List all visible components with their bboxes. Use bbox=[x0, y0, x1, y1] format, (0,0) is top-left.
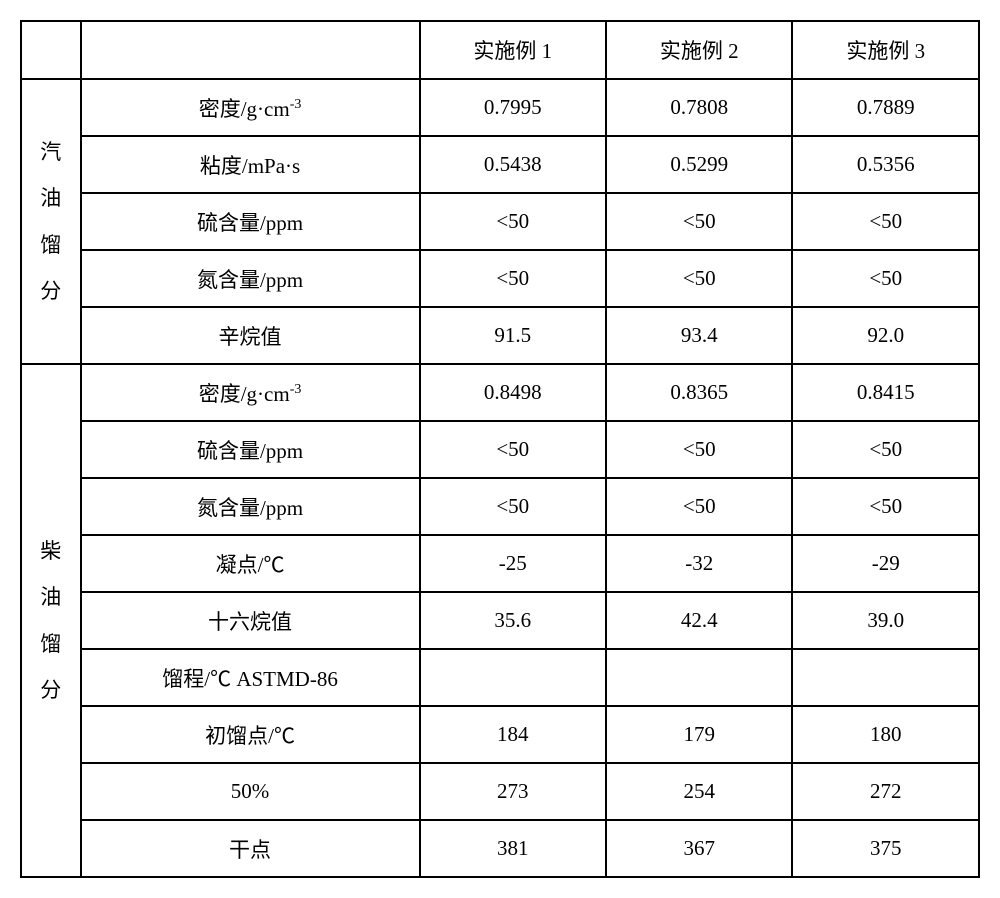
category-diesel: 柴 油 馏 分 bbox=[21, 364, 81, 877]
value-cell: 93.4 bbox=[606, 307, 792, 364]
cat-char: 馏 bbox=[40, 222, 61, 268]
table-row: 初馏点/℃ 184 179 180 bbox=[21, 706, 979, 763]
param-cell: 硫含量/ppm bbox=[81, 193, 420, 250]
param-cell: 氮含量/ppm bbox=[81, 250, 420, 307]
param-cell: 初馏点/℃ bbox=[81, 706, 420, 763]
value-cell: 39.0 bbox=[792, 592, 979, 649]
table-row: 柴 油 馏 分 密度/g·cm-3 0.8498 0.8365 0.8415 bbox=[21, 364, 979, 421]
value-cell bbox=[792, 649, 979, 706]
value-cell: <50 bbox=[792, 421, 979, 478]
value-cell: -29 bbox=[792, 535, 979, 592]
cat-char: 分 bbox=[40, 667, 61, 713]
table-row: 50% 273 254 272 bbox=[21, 763, 979, 820]
value-cell: <50 bbox=[420, 421, 606, 478]
param-cell: 硫含量/ppm bbox=[81, 421, 420, 478]
value-cell: 180 bbox=[792, 706, 979, 763]
value-cell: 273 bbox=[420, 763, 606, 820]
value-cell: 179 bbox=[606, 706, 792, 763]
value-cell: -25 bbox=[420, 535, 606, 592]
value-cell: 184 bbox=[420, 706, 606, 763]
value-cell: 91.5 bbox=[420, 307, 606, 364]
value-cell: 0.7995 bbox=[420, 79, 606, 136]
cat-char: 馏 bbox=[40, 621, 61, 667]
value-cell bbox=[606, 649, 792, 706]
value-cell bbox=[420, 649, 606, 706]
cat-char: 油 bbox=[40, 574, 61, 620]
param-cell: 十六烷值 bbox=[81, 592, 420, 649]
value-cell: -32 bbox=[606, 535, 792, 592]
header-col-1: 实施例 1 bbox=[420, 21, 606, 79]
value-cell: <50 bbox=[606, 193, 792, 250]
table-row: 粘度/mPa·s 0.5438 0.5299 0.5356 bbox=[21, 136, 979, 193]
value-cell: 0.8415 bbox=[792, 364, 979, 421]
value-cell: 0.5356 bbox=[792, 136, 979, 193]
cat-char: 汽 bbox=[40, 129, 61, 175]
value-cell: <50 bbox=[606, 421, 792, 478]
table-row: 硫含量/ppm <50 <50 <50 bbox=[21, 193, 979, 250]
param-cell: 粘度/mPa·s bbox=[81, 136, 420, 193]
header-col-3: 实施例 3 bbox=[792, 21, 979, 79]
value-cell: <50 bbox=[420, 478, 606, 535]
value-cell: 0.7808 bbox=[606, 79, 792, 136]
value-cell: <50 bbox=[420, 250, 606, 307]
table-row: 馏程/℃ ASTMD-86 bbox=[21, 649, 979, 706]
table-row: 硫含量/ppm <50 <50 <50 bbox=[21, 421, 979, 478]
param-cell: 干点 bbox=[81, 820, 420, 877]
table-row: 凝点/℃ -25 -32 -29 bbox=[21, 535, 979, 592]
value-cell: 0.7889 bbox=[792, 79, 979, 136]
header-col-2: 实施例 2 bbox=[606, 21, 792, 79]
param-cell: 50% bbox=[81, 763, 420, 820]
value-cell: <50 bbox=[420, 193, 606, 250]
cat-char: 分 bbox=[40, 268, 61, 314]
value-cell: 0.5299 bbox=[606, 136, 792, 193]
data-table: 实施例 1 实施例 2 实施例 3 汽 油 馏 分 密度/g·cm-3 0.79… bbox=[20, 20, 980, 878]
value-cell: 272 bbox=[792, 763, 979, 820]
value-cell: <50 bbox=[792, 478, 979, 535]
value-cell: <50 bbox=[792, 250, 979, 307]
param-cell: 凝点/℃ bbox=[81, 535, 420, 592]
value-cell: 367 bbox=[606, 820, 792, 877]
value-cell: <50 bbox=[606, 478, 792, 535]
param-cell: 辛烷值 bbox=[81, 307, 420, 364]
table-row: 辛烷值 91.5 93.4 92.0 bbox=[21, 307, 979, 364]
header-param bbox=[81, 21, 420, 79]
header-row: 实施例 1 实施例 2 实施例 3 bbox=[21, 21, 979, 79]
value-cell: 35.6 bbox=[420, 592, 606, 649]
param-cell: 馏程/℃ ASTMD-86 bbox=[81, 649, 420, 706]
table-row: 十六烷值 35.6 42.4 39.0 bbox=[21, 592, 979, 649]
value-cell: 0.8498 bbox=[420, 364, 606, 421]
value-cell: <50 bbox=[606, 250, 792, 307]
category-gasoline: 汽 油 馏 分 bbox=[21, 79, 81, 364]
value-cell: 381 bbox=[420, 820, 606, 877]
param-cell: 氮含量/ppm bbox=[81, 478, 420, 535]
table-row: 汽 油 馏 分 密度/g·cm-3 0.7995 0.7808 0.7889 bbox=[21, 79, 979, 136]
value-cell: 254 bbox=[606, 763, 792, 820]
param-cell: 密度/g·cm-3 bbox=[81, 364, 420, 421]
table-row: 干点 381 367 375 bbox=[21, 820, 979, 877]
value-cell: <50 bbox=[792, 193, 979, 250]
cat-char: 油 bbox=[40, 175, 61, 221]
value-cell: 92.0 bbox=[792, 307, 979, 364]
table-row: 氮含量/ppm <50 <50 <50 bbox=[21, 478, 979, 535]
value-cell: 0.5438 bbox=[420, 136, 606, 193]
value-cell: 375 bbox=[792, 820, 979, 877]
value-cell: 42.4 bbox=[606, 592, 792, 649]
table-row: 氮含量/ppm <50 <50 <50 bbox=[21, 250, 979, 307]
header-corner-1 bbox=[21, 21, 81, 79]
cat-char: 柴 bbox=[40, 528, 61, 574]
value-cell: 0.8365 bbox=[606, 364, 792, 421]
param-cell: 密度/g·cm-3 bbox=[81, 79, 420, 136]
